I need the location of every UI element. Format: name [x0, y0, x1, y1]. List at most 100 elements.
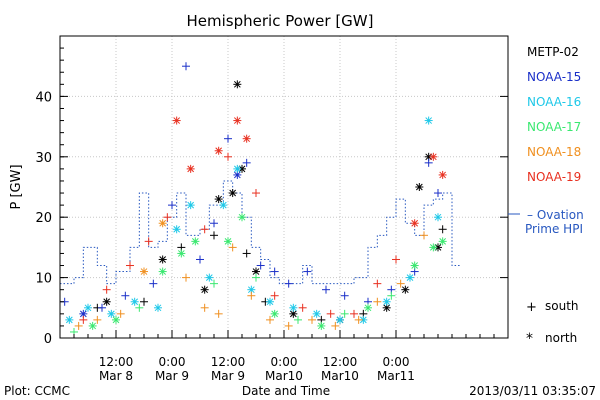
mark-stroke [233, 165, 241, 173]
mark-stroke [159, 256, 167, 263]
point-north [317, 321, 326, 330]
point-south [210, 219, 218, 228]
point-south [373, 297, 382, 306]
mark-stroke [112, 316, 120, 324]
point-south [168, 201, 176, 210]
mark-stroke [313, 310, 321, 318]
point-south [294, 315, 302, 324]
point-south [322, 285, 330, 294]
mark-stroke [317, 322, 325, 330]
point-south [420, 231, 428, 240]
point-north [242, 134, 251, 143]
point-south [438, 225, 447, 234]
mark-stroke [429, 153, 437, 161]
x-tick-time: 12:00 [99, 355, 134, 369]
x-tick-date: Mar 9 [155, 369, 189, 383]
point-north [401, 285, 410, 294]
mark-stroke [154, 304, 162, 312]
mark-stroke [191, 238, 199, 245]
point-north [84, 303, 92, 312]
point-south [228, 243, 237, 252]
mark-stroke [187, 165, 195, 173]
point-north [364, 303, 372, 312]
point-north [410, 261, 419, 270]
footer-plot-source: Plot: CCMC [4, 384, 70, 398]
point-north [205, 273, 214, 282]
mark-stroke [406, 274, 414, 281]
footer-timestamp: 2013/03/11 03:35:07 [469, 384, 596, 398]
point-north [172, 116, 181, 125]
mark-stroke [65, 316, 73, 324]
chart-title: Hemispheric Power [GW] [187, 12, 374, 30]
point-north [336, 315, 344, 324]
y-tick-label: 20 [35, 211, 52, 226]
point-south [242, 249, 251, 258]
x-tick-time: 0:00 [383, 355, 410, 369]
mark-stroke [289, 310, 297, 318]
mark-stroke [439, 171, 447, 179]
mark-stroke [215, 147, 223, 155]
mark-stroke [159, 219, 167, 227]
point-north [158, 219, 167, 228]
point-north [238, 213, 246, 222]
point-north [88, 321, 97, 330]
point-north [415, 183, 424, 191]
point-south [200, 225, 209, 234]
point-north [219, 201, 228, 210]
y-tick-label: 0 [44, 332, 52, 347]
south-label: south [545, 299, 579, 313]
ovation-label-line1: – Ovation [527, 208, 584, 222]
point-south [121, 291, 130, 300]
mark-stroke [79, 310, 87, 318]
point-south [424, 158, 433, 167]
point-south [270, 291, 279, 300]
point-south [396, 279, 405, 288]
point-south [182, 273, 190, 282]
point-south [326, 309, 335, 318]
point-south [392, 255, 400, 264]
grid-lines [60, 36, 508, 338]
point-north [228, 189, 237, 198]
point-north [406, 273, 414, 282]
point-south [98, 303, 106, 312]
point-north [172, 225, 181, 234]
point-north [382, 297, 391, 306]
point-south [196, 255, 204, 264]
mark-stroke [252, 268, 260, 275]
point-south [252, 273, 260, 282]
mark-stroke [173, 225, 181, 233]
mark-stroke [219, 201, 227, 209]
mark-stroke [411, 262, 419, 269]
point-south [284, 279, 293, 288]
mark-stroke [187, 201, 195, 209]
y-tick-label: 10 [35, 272, 52, 287]
point-south [354, 315, 363, 324]
point-north [224, 237, 232, 246]
legend-entry: NOAA-16 [527, 95, 581, 109]
point-north [186, 164, 195, 173]
mark-stroke [159, 268, 167, 275]
mark-stroke [103, 298, 111, 306]
point-south [224, 152, 232, 161]
mark-stroke [201, 286, 209, 294]
point-north [410, 219, 419, 228]
mark-stroke [131, 298, 139, 306]
point-north [424, 116, 433, 125]
point-north [177, 249, 186, 258]
x-tick-date: Mar 8 [99, 369, 133, 383]
mark-stroke [364, 304, 372, 312]
point-south [210, 231, 218, 240]
point-north [158, 267, 167, 276]
mark-stroke [229, 189, 237, 197]
point-north [214, 195, 223, 204]
mark-stroke [434, 213, 442, 221]
point-north [186, 201, 195, 210]
point-north [266, 297, 274, 306]
mark-stroke [205, 274, 213, 281]
point-south [224, 134, 232, 143]
point-north [429, 152, 438, 161]
point-north [130, 297, 139, 306]
point-north [233, 80, 242, 89]
